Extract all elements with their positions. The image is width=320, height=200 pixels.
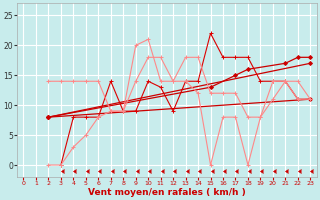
X-axis label: Vent moyen/en rafales ( km/h ): Vent moyen/en rafales ( km/h ) [88, 188, 246, 197]
